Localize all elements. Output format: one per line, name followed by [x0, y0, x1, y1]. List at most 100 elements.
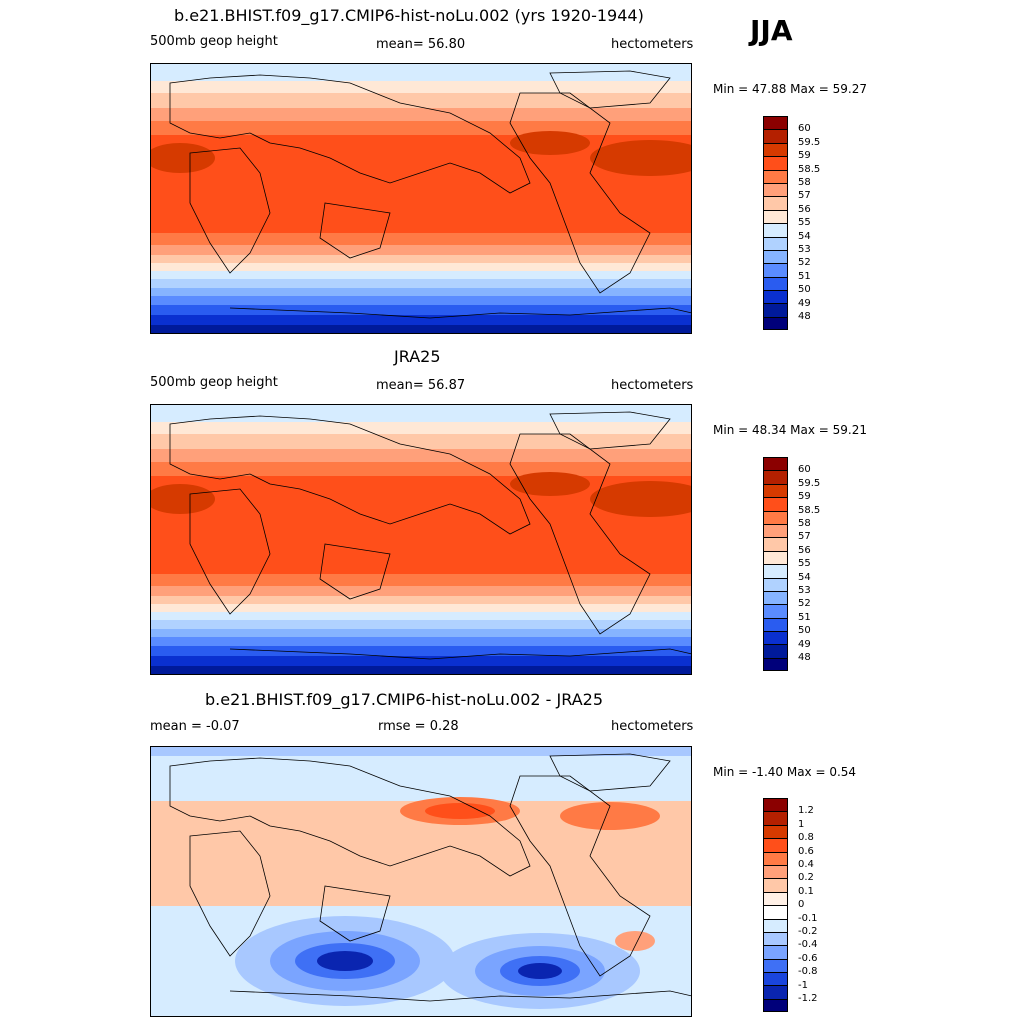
colorbar-label: 53	[798, 585, 811, 596]
panel-2-variable: 500mb geop height	[150, 375, 278, 390]
panel-3-title: b.e21.BHIST.f09_g17.CMIP6-hist-noLu.002 …	[205, 690, 603, 709]
colorbar-swatch	[763, 510, 788, 524]
colorbar-label: 59	[798, 491, 811, 503]
colorbar-swatch	[763, 169, 788, 183]
colorbar-label: 57	[798, 531, 811, 543]
colorbar-swatch	[763, 537, 788, 551]
colorbar-label: -0.1	[798, 912, 818, 924]
colorbar-label: 60	[798, 464, 811, 476]
colorbar-swatch	[763, 644, 788, 658]
colorbar-label: 0.6	[798, 845, 814, 857]
colorbar-swatch	[763, 182, 788, 197]
colorbar-swatch	[763, 617, 788, 632]
colorbar-swatch	[763, 878, 788, 892]
colorbar-swatch	[763, 945, 788, 959]
panel-3-map	[150, 746, 692, 1017]
colorbar-label: 52	[798, 598, 811, 610]
colorbar-label: 52	[798, 257, 811, 269]
colorbar-label: 0	[798, 899, 805, 911]
colorbar-label: -0.6	[798, 952, 818, 964]
colorbar-swatch	[763, 838, 788, 852]
colorbar-label: 59	[798, 150, 811, 162]
colorbar-swatch	[763, 657, 788, 672]
colorbar-label: 53	[798, 244, 811, 255]
panel-3-rmse: rmse = 0.28	[378, 719, 459, 734]
colorbar-swatch	[763, 470, 788, 484]
colorbar-swatch	[763, 523, 788, 538]
colorbar-swatch	[763, 998, 788, 1013]
colorbar-label: 50	[798, 284, 811, 296]
map-field	[150, 63, 692, 334]
panel-2-units: hectometers	[611, 378, 694, 393]
colorbar-swatch	[763, 116, 788, 130]
colorbar-swatch	[763, 824, 788, 839]
colorbar-swatch	[763, 811, 788, 825]
panel-1-colorbar	[763, 116, 788, 331]
colorbar-label: 48	[798, 311, 811, 322]
colorbar-swatch	[763, 590, 788, 605]
colorbar-label: 58.5	[798, 163, 821, 175]
colorbar-swatch	[763, 864, 788, 879]
colorbar-label: 59.5	[798, 136, 821, 148]
colorbar-label: -0.2	[798, 926, 818, 937]
colorbar-label: 58	[798, 177, 811, 188]
colorbar-swatch	[763, 483, 788, 498]
colorbar-label: 59.5	[798, 477, 821, 489]
colorbar-label: 50	[798, 625, 811, 637]
panel-1-title: b.e21.BHIST.f09_g17.CMIP6-hist-noLu.002 …	[174, 6, 644, 25]
colorbar-swatch	[763, 316, 788, 331]
panel-2-colorbar	[763, 457, 788, 672]
colorbar-label: 58	[798, 518, 811, 529]
panel-3-units: hectometers	[611, 719, 694, 734]
colorbar-swatch	[763, 931, 788, 946]
colorbar-swatch	[763, 631, 788, 645]
colorbar-label: 57	[798, 190, 811, 202]
colorbar-swatch	[763, 196, 788, 210]
colorbar-swatch	[763, 905, 788, 919]
panel-1-minmax: Min = 47.88 Max = 59.27	[713, 82, 867, 96]
colorbar-label: -1	[798, 979, 808, 991]
colorbar-label: -1.2	[798, 993, 818, 1004]
colorbar-swatch	[763, 276, 788, 291]
colorbar-label: 0.8	[798, 832, 814, 844]
colorbar-swatch	[763, 918, 788, 932]
colorbar-swatch	[763, 985, 788, 999]
colorbar-swatch	[763, 604, 788, 618]
colorbar-label: 51	[798, 611, 811, 623]
panel-3-mean: mean = -0.07	[150, 719, 240, 734]
panel-2-mean: mean= 56.87	[376, 378, 466, 393]
panel-3-colorbar	[763, 798, 788, 1013]
colorbar-label: 0.1	[798, 885, 814, 897]
colorbar-label: 48	[798, 652, 811, 663]
colorbar-swatch	[763, 249, 788, 264]
colorbar-swatch	[763, 303, 788, 317]
colorbar-label: 49	[798, 638, 811, 650]
colorbar-swatch	[763, 972, 788, 986]
colorbar-swatch	[763, 129, 788, 143]
panel-2-minmax: Min = 48.34 Max = 59.21	[713, 423, 867, 437]
season-label: JJA	[750, 14, 793, 47]
colorbar-label: 49	[798, 297, 811, 309]
colorbar-swatch	[763, 497, 788, 511]
panel-2-map	[150, 404, 692, 675]
colorbar-label: -0.8	[798, 966, 818, 978]
colorbar-label: 55	[798, 558, 811, 570]
colorbar-swatch	[763, 236, 788, 250]
panel-2-title: JRA25	[394, 347, 441, 366]
colorbar-label: 54	[798, 230, 811, 242]
colorbar-label: 56	[798, 203, 811, 215]
map-field	[150, 404, 692, 675]
colorbar-swatch	[763, 550, 788, 565]
colorbar-label: 60	[798, 123, 811, 135]
colorbar-swatch	[763, 891, 788, 906]
colorbar-label: 0.4	[798, 859, 814, 870]
colorbar-swatch	[763, 851, 788, 865]
panel-1-variable: 500mb geop height	[150, 34, 278, 49]
panel-1-map	[150, 63, 692, 334]
colorbar-label: 58.5	[798, 504, 821, 516]
colorbar-label: 56	[798, 544, 811, 556]
colorbar-label: 1.2	[798, 805, 814, 817]
colorbar-label: 51	[798, 270, 811, 282]
colorbar-label: 55	[798, 217, 811, 229]
colorbar-label: 1	[798, 818, 805, 830]
